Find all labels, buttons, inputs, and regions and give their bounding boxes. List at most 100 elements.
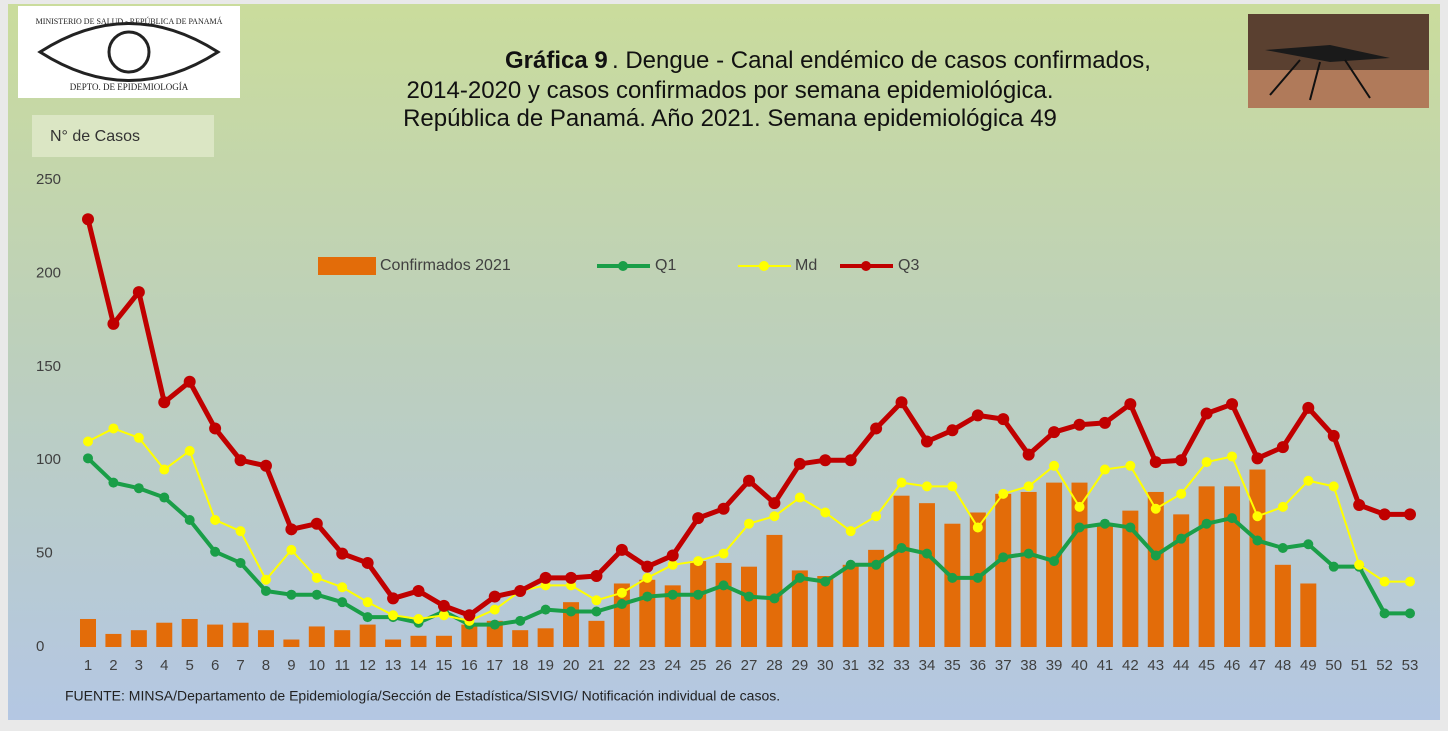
marker bbox=[947, 481, 958, 492]
marker bbox=[310, 517, 323, 530]
chart-title: Gráfica 9. Dengue - Canal endémico de ca… bbox=[403, 47, 1151, 132]
marker bbox=[1099, 518, 1110, 529]
marker bbox=[615, 543, 628, 556]
x-tick-label: 19 bbox=[537, 657, 554, 674]
logo: MINISTERIO DE SALUD - REPÚBLICA DE PANAM… bbox=[18, 6, 240, 98]
marker bbox=[1022, 448, 1035, 461]
marker bbox=[591, 595, 602, 606]
marker bbox=[488, 590, 501, 603]
marker bbox=[1353, 499, 1366, 512]
marker bbox=[920, 435, 933, 448]
x-tick-label: 2 bbox=[109, 657, 117, 674]
bar bbox=[918, 503, 935, 647]
x-tick-label: 53 bbox=[1402, 657, 1419, 674]
bar bbox=[207, 624, 224, 647]
marker bbox=[1125, 522, 1136, 533]
marker bbox=[693, 589, 704, 600]
marker bbox=[1404, 508, 1416, 521]
marker bbox=[158, 396, 171, 409]
marker bbox=[844, 454, 857, 467]
photo-skin bbox=[1248, 70, 1429, 108]
bar bbox=[1300, 583, 1317, 647]
bar bbox=[639, 579, 656, 647]
bar bbox=[232, 622, 249, 647]
marker bbox=[744, 518, 754, 529]
x-tick-label: 28 bbox=[766, 657, 783, 674]
marker bbox=[235, 557, 246, 568]
y-tick-label: 200 bbox=[36, 264, 61, 281]
marker bbox=[998, 552, 1009, 563]
marker bbox=[159, 464, 170, 475]
marker bbox=[133, 432, 144, 443]
bar bbox=[588, 620, 605, 647]
bar bbox=[1147, 491, 1164, 647]
bar bbox=[944, 523, 961, 647]
legend-marker bbox=[759, 261, 769, 271]
marker bbox=[1227, 451, 1238, 462]
bar bbox=[741, 566, 757, 647]
marker bbox=[337, 582, 348, 593]
marker bbox=[361, 556, 374, 569]
bar bbox=[257, 630, 274, 647]
marker bbox=[286, 589, 297, 600]
marker bbox=[336, 547, 349, 560]
marker bbox=[1379, 608, 1390, 619]
bar bbox=[308, 626, 325, 647]
marker bbox=[718, 580, 729, 591]
y-tick-label: 150 bbox=[36, 358, 61, 375]
marker bbox=[132, 286, 145, 299]
legend-label: Q3 bbox=[898, 257, 919, 274]
bar bbox=[105, 633, 122, 647]
marker bbox=[514, 584, 527, 597]
x-tick-label: 25 bbox=[690, 657, 707, 674]
marker bbox=[997, 413, 1010, 426]
bar bbox=[664, 585, 681, 647]
marker bbox=[921, 548, 932, 559]
x-tick-label: 27 bbox=[741, 657, 758, 674]
marker bbox=[210, 546, 221, 557]
bar bbox=[791, 570, 808, 647]
logo-bottom-text: DEPTO. DE EPIDEMIOLOGÍA bbox=[70, 82, 189, 92]
x-tick-label: 14 bbox=[410, 657, 427, 674]
marker bbox=[259, 459, 272, 472]
y-axis-label: N° de Casos bbox=[50, 128, 140, 145]
bar bbox=[461, 624, 478, 647]
marker bbox=[1149, 456, 1162, 469]
marker bbox=[794, 572, 805, 583]
x-tick-label: 32 bbox=[868, 657, 885, 674]
marker bbox=[871, 511, 882, 522]
marker bbox=[159, 492, 170, 503]
marker bbox=[184, 514, 195, 525]
marker bbox=[1405, 576, 1415, 587]
x-tick-label: 47 bbox=[1249, 657, 1266, 674]
marker bbox=[667, 589, 678, 600]
x-tick-label: 37 bbox=[995, 657, 1012, 674]
marker bbox=[388, 610, 399, 621]
x-tick-label: 6 bbox=[211, 657, 219, 674]
title-line: . Dengue - Canal endémico de casos confi… bbox=[612, 47, 1151, 74]
legend-marker bbox=[861, 261, 871, 271]
y-tick-label: 100 bbox=[36, 451, 61, 468]
x-tick-label: 39 bbox=[1046, 657, 1063, 674]
x-tick-label: 15 bbox=[436, 657, 453, 674]
marker bbox=[871, 559, 882, 570]
x-tick-label: 48 bbox=[1275, 657, 1292, 674]
marker bbox=[1226, 398, 1239, 411]
logo-iris bbox=[107, 30, 151, 74]
marker bbox=[387, 592, 400, 605]
marker bbox=[1379, 576, 1390, 587]
marker bbox=[362, 612, 373, 623]
bar bbox=[410, 635, 427, 647]
x-tick-label: 51 bbox=[1351, 657, 1368, 674]
bar bbox=[156, 622, 173, 647]
marker bbox=[1074, 501, 1085, 512]
marker bbox=[946, 424, 959, 437]
x-tick-label: 22 bbox=[614, 657, 631, 674]
bar bbox=[766, 534, 783, 647]
bar bbox=[130, 630, 147, 647]
marker bbox=[616, 587, 627, 598]
marker bbox=[794, 492, 805, 503]
marker bbox=[82, 213, 94, 226]
x-tick-label: 13 bbox=[385, 657, 402, 674]
